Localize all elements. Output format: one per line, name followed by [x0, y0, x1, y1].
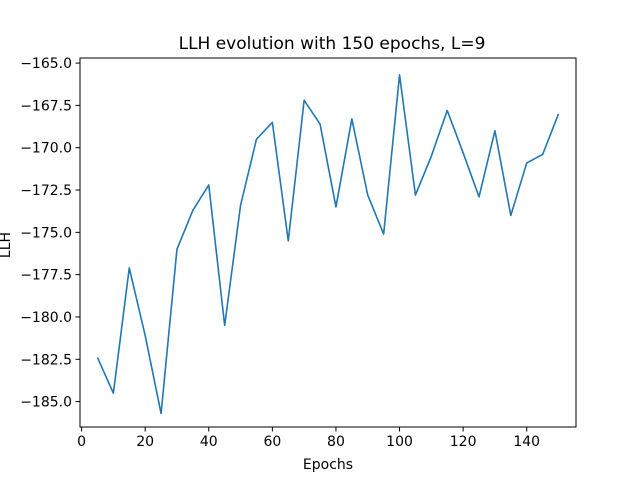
- y-tick-label: −165.0: [20, 56, 72, 72]
- x-tick-label: 100: [386, 434, 413, 450]
- y-tick-label: −180.0: [20, 310, 72, 326]
- x-tick-label: 40: [200, 434, 218, 450]
- y-tick-label: −177.5: [20, 268, 72, 284]
- x-tick-label: 60: [263, 434, 281, 450]
- y-tick-label: −175.0: [20, 225, 72, 241]
- y-axis-label: LLH: [0, 232, 14, 258]
- y-tick-label: −185.0: [20, 395, 72, 411]
- x-tick-label: 80: [327, 434, 345, 450]
- x-tick-label: 120: [450, 434, 477, 450]
- y-tick-label: −182.5: [20, 352, 72, 368]
- x-tick-label: 140: [513, 434, 540, 450]
- plot-area: 0 20 40 60 80 100 120 140 −165.0 −167.5 −170.0 −172…: [20, 56, 577, 450]
- llh-series-line: [96, 74, 560, 415]
- y-tick-label: −167.5: [20, 98, 72, 114]
- x-tick-label: 20: [136, 434, 154, 450]
- chart-title: LLH evolution with 150 epochs, L=9: [179, 34, 486, 54]
- x-axis-label: Epochs: [303, 457, 353, 473]
- x-tick-label: 0: [77, 434, 86, 450]
- axes-frame: [79, 57, 577, 428]
- y-tick-label: −172.5: [20, 183, 72, 199]
- y-tick-label: −170.0: [20, 141, 72, 157]
